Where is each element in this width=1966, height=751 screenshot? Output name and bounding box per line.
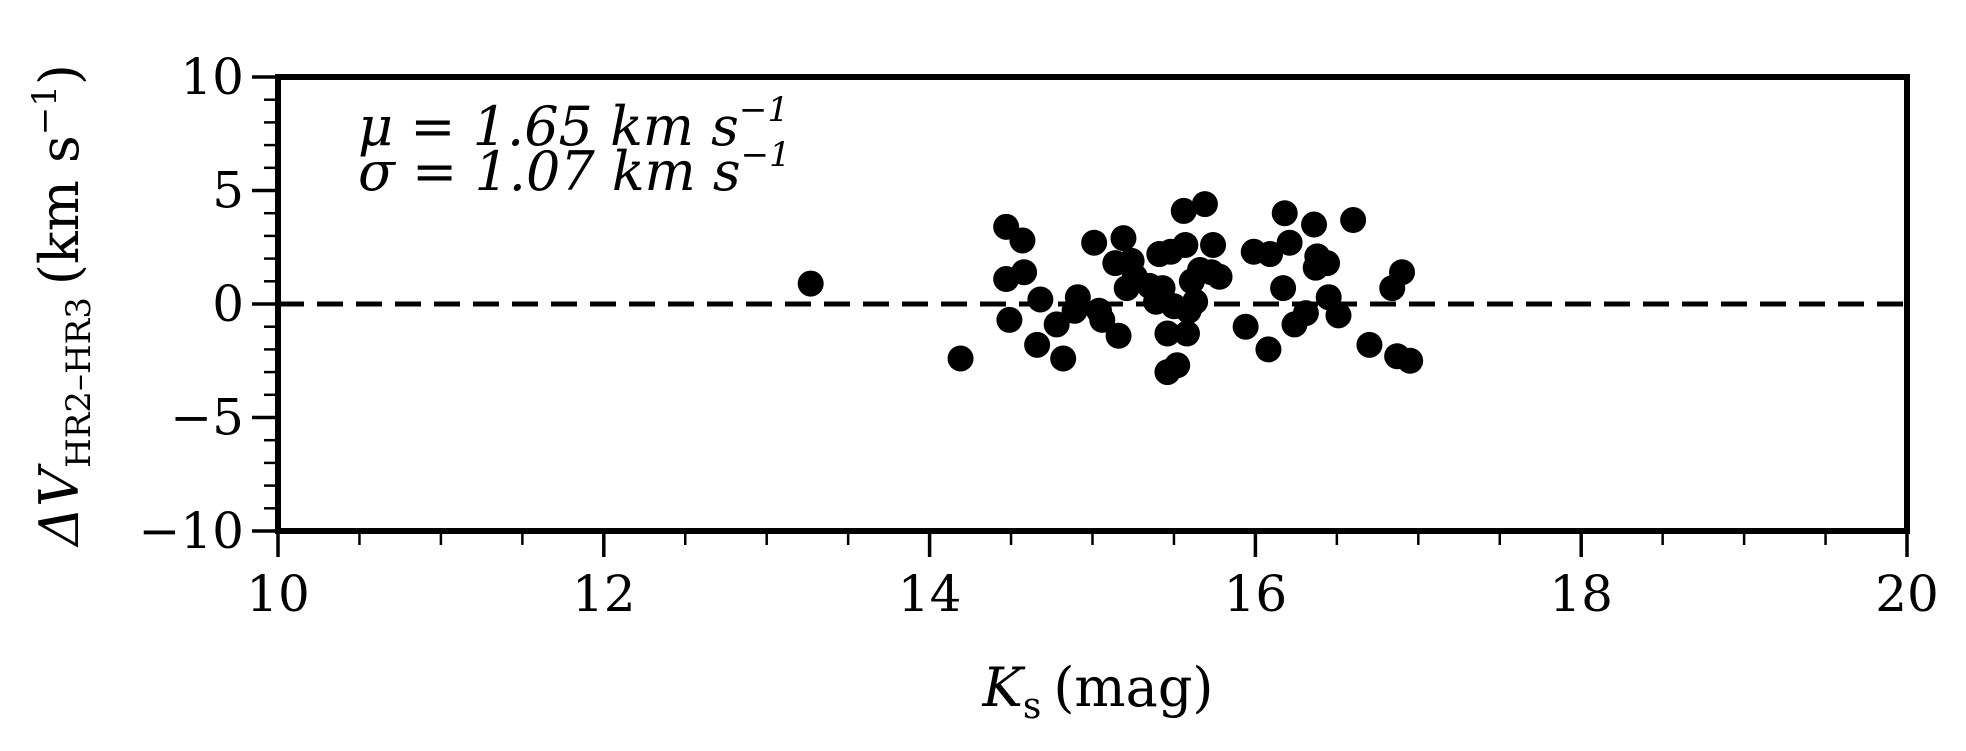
data-point (1271, 200, 1298, 227)
data-point (1325, 302, 1352, 329)
data-point (947, 345, 974, 372)
x-tick-label: 16 (1224, 565, 1288, 623)
data-point (1292, 300, 1319, 327)
data-point (1340, 207, 1367, 234)
data-point (1301, 211, 1328, 238)
sigma-annotation: σ = 1.07 km s−1 (358, 135, 791, 203)
data-point (1206, 263, 1233, 290)
data-point (797, 270, 824, 297)
data-point (1164, 352, 1191, 379)
y-tick-label: −10 (138, 502, 244, 560)
data-point (1172, 231, 1199, 258)
data-point (1191, 191, 1218, 218)
data-point (1170, 197, 1197, 224)
y-axis-label: ΔVHR2–HR3(km s−1) (25, 64, 99, 548)
data-point (1200, 231, 1227, 258)
x-tick-label: 10 (246, 565, 310, 623)
data-point (1397, 347, 1424, 374)
major-ticks (252, 75, 1909, 557)
data-point (1276, 229, 1303, 256)
tick-labels: 10 12 14 16 18 20 −10 −5 0 5 10 (138, 48, 1938, 623)
y-tick-label: 5 (212, 162, 244, 220)
x-tick-label: 12 (572, 565, 636, 623)
x-tick-label: 20 (1875, 565, 1939, 623)
data-point (1314, 250, 1341, 277)
data-point (1356, 331, 1383, 358)
data-point (996, 306, 1023, 333)
y-tick-label: 10 (180, 48, 244, 106)
data-point (1064, 284, 1091, 311)
plot-frame (275, 74, 1910, 534)
data-point (1154, 320, 1181, 347)
data-point (1173, 320, 1200, 347)
data-point (1050, 345, 1077, 372)
y-tick-label: 0 (212, 275, 244, 333)
data-point (1011, 259, 1038, 286)
y-tick-label: −5 (170, 389, 244, 447)
scatter-points (797, 191, 1424, 386)
data-point (1043, 311, 1070, 338)
x-tick-label: 14 (898, 565, 962, 623)
data-point (1027, 286, 1054, 313)
data-point (1182, 288, 1209, 315)
data-point (1009, 227, 1036, 254)
data-point (1081, 229, 1108, 256)
data-point (1105, 322, 1132, 349)
data-point (1389, 259, 1416, 286)
data-point (1255, 336, 1282, 363)
data-point (1024, 331, 1051, 358)
data-point (1232, 313, 1259, 340)
x-tick-label: 18 (1549, 565, 1613, 623)
mean-annotation: μ = 1.65 km s−1 (358, 90, 789, 158)
x-axis-label: Ks (mag) (982, 656, 1214, 727)
data-point (1110, 225, 1137, 252)
data-point (1270, 275, 1297, 302)
data-point (1257, 241, 1284, 268)
data-point (1089, 306, 1116, 333)
